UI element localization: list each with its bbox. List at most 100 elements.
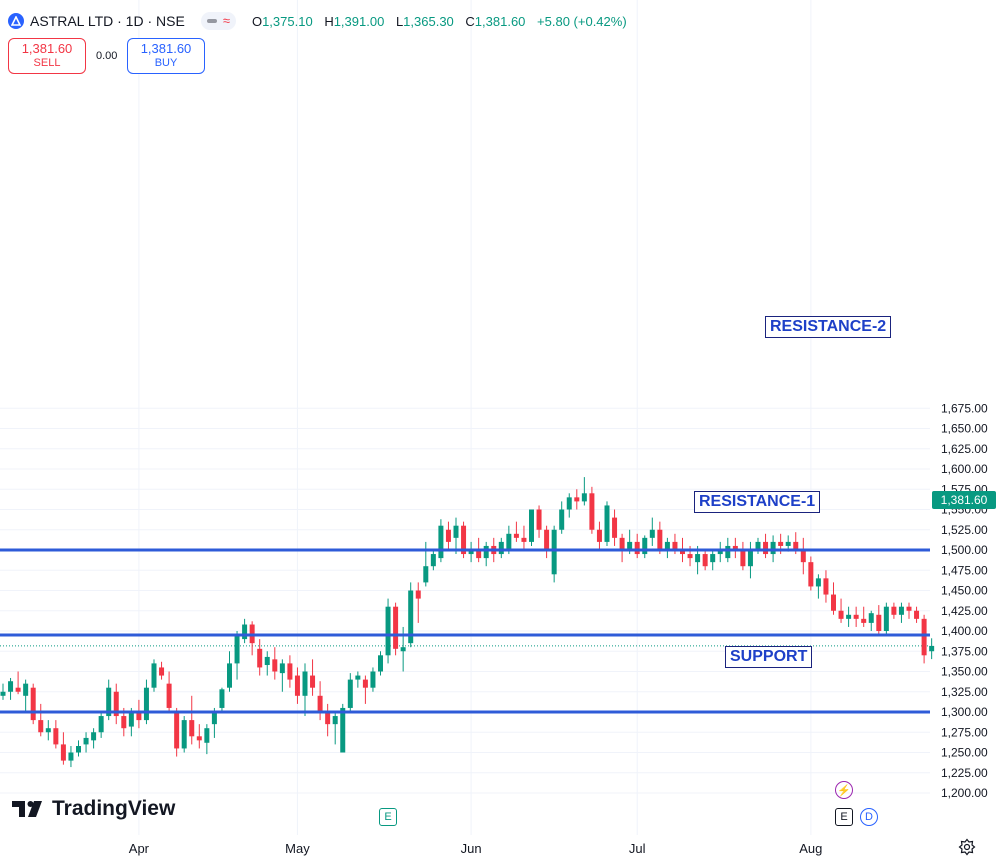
tradingview-logo-icon	[12, 801, 42, 817]
y-tick-label: 1,450.00	[941, 584, 988, 598]
candle-body	[340, 707, 346, 753]
earnings-upcoming-icon[interactable]: E	[835, 808, 853, 826]
candle-body	[370, 671, 376, 688]
earnings-marker-icon[interactable]: E	[379, 808, 397, 826]
candle-body	[529, 509, 534, 542]
candle-body	[143, 687, 149, 721]
candle-body	[400, 647, 406, 652]
candle-body	[914, 610, 920, 619]
settings-icon[interactable]	[958, 838, 976, 856]
astral-logo-icon	[8, 13, 24, 29]
tradingview-logo[interactable]: TradingView	[12, 797, 175, 821]
y-tick-label: 1,600.00	[941, 462, 988, 476]
candle-body	[227, 663, 232, 688]
candle-body	[294, 675, 300, 696]
candle-body	[815, 578, 821, 587]
candle-body	[657, 529, 663, 550]
symbol-title[interactable]: ASTRAL LTD · 1D · NSE	[30, 13, 185, 29]
candle-body	[664, 541, 670, 550]
candle-body	[891, 606, 897, 615]
candle-body	[362, 679, 368, 688]
candle-body	[287, 663, 293, 680]
high-value: 1,391.00	[333, 13, 385, 29]
candle-body	[536, 509, 542, 530]
candle-body	[91, 732, 97, 741]
candle-body	[385, 606, 391, 656]
candle-body	[393, 606, 399, 649]
data-status-icon[interactable]: ≈	[200, 12, 236, 30]
y-tick-label: 1,475.00	[941, 563, 988, 577]
candle-body	[740, 550, 746, 567]
candle-body	[121, 716, 127, 729]
candle-body	[347, 679, 353, 708]
candle-body	[151, 663, 157, 688]
candle-body	[68, 752, 74, 761]
candle-body	[710, 554, 716, 563]
resistance-2-label[interactable]: RESISTANCE-2	[765, 316, 892, 338]
candle-body	[838, 610, 844, 619]
candle-body	[770, 541, 776, 555]
candle-body	[0, 691, 6, 696]
candle-body	[45, 728, 51, 733]
sell-price: 1,381.60	[21, 41, 73, 56]
x-tick-label: Jun	[461, 841, 482, 856]
candle-body	[566, 497, 572, 510]
candle-body	[778, 541, 784, 546]
candle-body	[378, 655, 383, 672]
candle-body	[159, 667, 165, 676]
y-tick-label: 1,675.00	[941, 401, 988, 415]
candle-body	[211, 712, 217, 725]
resistance-1-label[interactable]: RESISTANCE-1	[694, 491, 821, 513]
candle-body	[898, 606, 904, 615]
candle-body	[8, 681, 14, 692]
candle-body	[257, 648, 263, 668]
candle-body	[279, 663, 285, 674]
x-tick-label: Jul	[629, 841, 646, 856]
y-tick-label: 1,225.00	[941, 766, 988, 780]
candle-body	[649, 529, 655, 538]
candle-body	[423, 566, 429, 583]
y-tick-label: 1,325.00	[941, 685, 988, 699]
y-tick-label: 1,200.00	[941, 786, 988, 800]
candle-body	[642, 537, 648, 555]
candle-body	[461, 525, 467, 555]
candle-body	[619, 537, 625, 550]
candle-body	[506, 533, 512, 550]
candle-body	[808, 562, 814, 587]
buy-button[interactable]: 1,381.60 BUY	[127, 38, 205, 74]
candle-body	[634, 541, 640, 555]
candle-body	[166, 683, 172, 708]
candle-body	[219, 689, 225, 708]
candle-body	[430, 554, 436, 567]
candle-body	[234, 635, 240, 664]
candle-body	[929, 645, 935, 652]
y-tick-label: 1,275.00	[941, 725, 988, 739]
candle-body	[725, 545, 731, 559]
candle-body	[242, 624, 248, 640]
status-dot-icon	[206, 19, 217, 23]
candle-body	[574, 497, 580, 502]
candle-body	[876, 614, 882, 631]
candle-body	[755, 541, 761, 550]
candle-body	[695, 554, 701, 563]
buy-price: 1,381.60	[140, 41, 192, 56]
buy-label: BUY	[154, 57, 178, 69]
candle-body	[793, 541, 799, 550]
candle-body	[672, 541, 678, 550]
candle-body	[136, 712, 142, 721]
candle-body	[38, 720, 44, 733]
candle-body	[408, 590, 414, 644]
candle-body	[445, 529, 451, 542]
candle-body	[680, 550, 685, 555]
candle-body	[355, 675, 361, 680]
candle-body	[732, 545, 738, 550]
sell-button[interactable]: 1,381.60 SELL	[8, 38, 86, 74]
flash-event-icon[interactable]: ⚡	[835, 781, 853, 799]
dividend-icon[interactable]: D	[860, 808, 878, 826]
candle-body	[468, 550, 474, 555]
candle-body	[204, 728, 210, 743]
candle-body	[785, 541, 791, 546]
candle-body	[415, 590, 421, 599]
support-label[interactable]: SUPPORT	[725, 646, 813, 668]
